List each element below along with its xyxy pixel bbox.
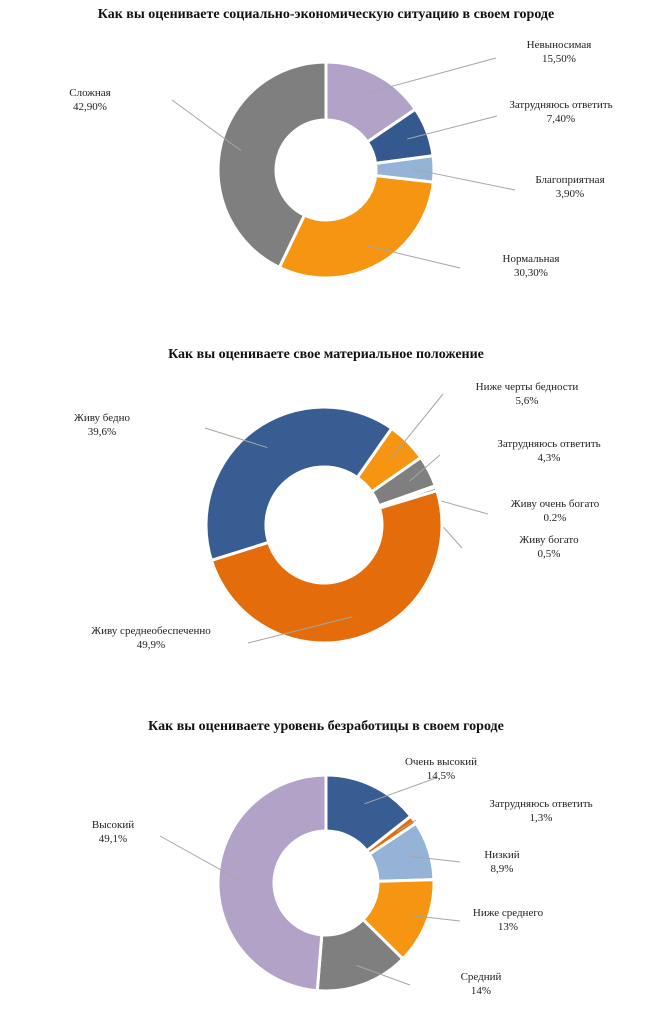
chart-title: Как вы оцениваете уровень безработицы в … (148, 719, 504, 734)
slice-label: Невыносимая (527, 39, 592, 51)
slice-value-label: 14% (471, 985, 491, 997)
leader-line (368, 245, 461, 269)
slice-value-label: 0.2% (544, 512, 567, 524)
slice-label: Затрудняюсь ответить (497, 438, 600, 450)
slice-label: Низкий (484, 849, 519, 861)
chart-title: Как вы оцениваете свое материальное поло… (168, 347, 484, 362)
donut-slice (216, 60, 328, 270)
slice-value-label: 1,3% (530, 812, 553, 824)
slice-label: Живу среднеобеспеченно (91, 625, 211, 637)
slice-label: Высокий (92, 819, 134, 831)
slice-label: Живу очень богато (511, 498, 600, 510)
leader-line (397, 819, 417, 832)
slice-label: Затрудняюсь ответить (509, 99, 612, 111)
leader-line (409, 454, 441, 482)
slice-value-label: 3,90% (556, 188, 584, 200)
leader-line (366, 57, 497, 94)
slice-label: Затрудняюсь ответить (489, 798, 592, 810)
slice-value-label: 39,6% (88, 426, 116, 438)
slice-value-label: 15,50% (542, 53, 576, 65)
leader-line (407, 115, 498, 140)
slice-label: Средний (461, 971, 502, 983)
slice-value-label: 0,5% (538, 548, 561, 560)
donut-slice (204, 405, 394, 563)
leader-line (407, 914, 461, 922)
slice-label: Ниже черты бедности (476, 381, 579, 393)
slice-value-label: 5,6% (516, 395, 539, 407)
slice-label: Нормальная (503, 253, 560, 265)
slice-value-label: 49,9% (137, 639, 165, 651)
slice-label: Живу бедно (74, 412, 130, 424)
leader-line (391, 393, 444, 458)
leader-line (171, 99, 242, 152)
leader-line (159, 835, 239, 880)
donut-slice (209, 488, 444, 645)
slice-value-label: 7,40% (547, 113, 575, 125)
slice-label: Живу богато (519, 534, 579, 546)
donut-slice (216, 773, 328, 993)
chart-title: Как вы оцениваете социально-экономическу… (98, 7, 554, 22)
leader-line (356, 965, 411, 986)
slice-value-label: 8,9% (491, 863, 514, 875)
slice-value-label: 13% (498, 921, 518, 933)
slice-value-label: 30,30% (514, 267, 548, 279)
slice-label: Ниже среднего (473, 907, 544, 919)
leader-line (204, 427, 268, 449)
slice-value-label: 4,3% (538, 452, 561, 464)
slice-value-label: 49,1% (99, 833, 127, 845)
leader-line (247, 616, 353, 644)
leader-line (412, 168, 516, 191)
slice-label: Сложная (69, 87, 110, 99)
slice-label: Очень высокий (405, 756, 477, 768)
slice-value-label: 14,5% (427, 770, 455, 782)
leader-line (364, 777, 437, 805)
slice-label: Благоприятная (535, 174, 604, 186)
donut-slice (277, 173, 435, 280)
slice-value-label: 42,90% (73, 101, 107, 113)
leader-line (409, 855, 461, 863)
